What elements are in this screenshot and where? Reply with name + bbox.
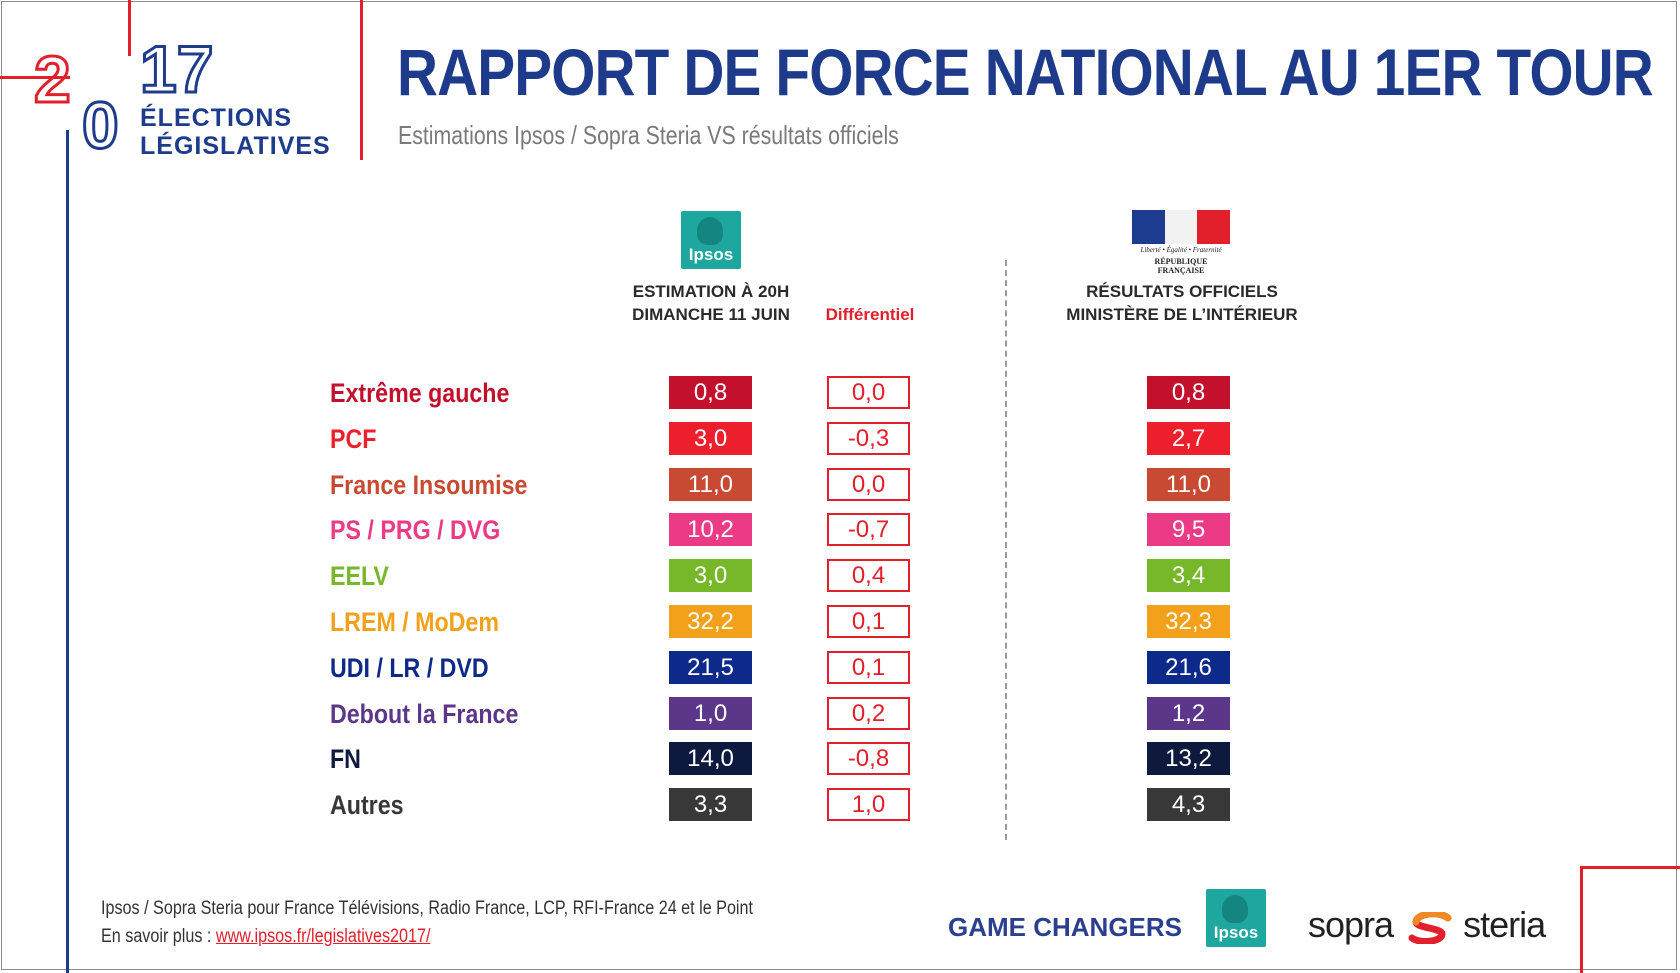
differential-cell: -0,3 (827, 422, 910, 455)
official-cell: 13,2 (1147, 742, 1230, 775)
official-cell: 3,4 (1147, 559, 1230, 592)
estimation-header: ESTIMATION À 20H DIMANCHE 11 JUIN (611, 280, 811, 326)
estimation-cell: 11,0 (669, 468, 752, 501)
logo-digit-0: 0 (81, 88, 121, 162)
rf-motto: Liberté • Égalité • Fraternité (1140, 246, 1222, 254)
footer-source-note: Ipsos / Sopra Steria pour France Télévis… (101, 898, 754, 919)
deco-red-corner-h (1580, 866, 1680, 869)
deco-red-vline-title (360, 0, 363, 160)
footer-link[interactable]: www.ipsos.fr/legislatives2017/ (215, 926, 431, 947)
ipsos-footer-logo: Ipsos (1206, 889, 1266, 947)
differential-cell: 0,0 (827, 376, 910, 409)
official-header: RÉSULTATS OFFICIELS MINISTÈRE DE L’INTÉR… (1052, 280, 1312, 326)
ipsos-footer-head-icon (1222, 895, 1248, 923)
game-changers-text: GAME CHANGERS (948, 912, 1183, 942)
column-divider (1005, 260, 1007, 840)
deco-blue-vline-left (66, 130, 69, 973)
differential-cell: -0,7 (827, 513, 910, 546)
estimation-cell: 3,3 (669, 788, 752, 821)
sopra-steria-logo: sopra steria (1308, 904, 1546, 946)
estimation-cell: 10,2 (669, 513, 752, 546)
ipsos-logo-text: Ipsos (688, 245, 734, 264)
differential-cell: 0,4 (827, 559, 910, 592)
official-cell: 9,5 (1147, 513, 1230, 546)
party-label: Extrême gauche (330, 378, 510, 408)
deco-red-corner-v (1580, 866, 1583, 973)
official-header-line2: MINISTÈRE DE L’INTÉRIEUR (1066, 305, 1298, 324)
republique-francaise-logo: Liberté • Égalité • Fraternité RÉPUBLIQU… (1132, 210, 1231, 275)
party-label: France Insoumise (330, 470, 528, 500)
official-cell: 0,8 (1147, 376, 1230, 409)
differential-cell: 1,0 (827, 788, 910, 821)
party-label: EELV (330, 561, 389, 591)
logo-digits-17: 17 (138, 32, 214, 106)
estimation-cell: 1,0 (669, 697, 752, 730)
party-label: Debout la France (330, 699, 519, 729)
official-cell: 2,7 (1147, 422, 1230, 455)
logo-caption-elections: ÉLECTIONS (140, 104, 293, 132)
page-title: RAPPORT DE FORCE NATIONAL AU 1ER TOUR (397, 35, 1654, 109)
differential-cell: 0,0 (827, 468, 910, 501)
page-subtitle: Estimations Ipsos / Sopra Steria VS résu… (398, 120, 899, 150)
deco-red-hline-top (0, 76, 70, 79)
deco-red-vline-top (128, 0, 131, 56)
sopra-text: sopra (1308, 904, 1394, 945)
estimation-cell: 3,0 (669, 422, 752, 455)
logo-caption-legislatives: LÉGISLATIVES (140, 132, 331, 160)
elections-2017-logo: 2 0 17 ÉLECTIONS LÉGISLATIVES (28, 32, 330, 166)
footer-more: En savoir plus : www.ipsos.fr/legislativ… (101, 926, 430, 948)
official-cell: 1,2 (1147, 697, 1230, 730)
official-cell: 4,3 (1147, 788, 1230, 821)
official-cell: 21,6 (1147, 651, 1230, 684)
estimation-cell: 14,0 (669, 742, 752, 775)
differential-cell: -0,8 (827, 742, 910, 775)
logo-digit-2: 2 (33, 42, 73, 116)
party-label: PCF (330, 424, 377, 454)
party-label: Autres (330, 790, 404, 820)
official-cell: 11,0 (1147, 468, 1230, 501)
rf-name: RÉPUBLIQUE FRANÇAISE (1154, 257, 1208, 275)
differential-header: Différentiel (825, 305, 915, 324)
party-label: UDI / LR / DVD (330, 653, 489, 683)
differential-cell: 0,1 (827, 605, 910, 638)
estimation-header-line2: DIMANCHE 11 JUIN (632, 305, 790, 324)
party-label: FN (330, 744, 361, 774)
estimation-cell: 0,8 (669, 376, 752, 409)
party-label: LREM / MoDem (330, 607, 500, 637)
differential-cell: 0,2 (827, 697, 910, 730)
official-header-line1: RÉSULTATS OFFICIELS (1086, 282, 1278, 301)
sopra-steria-mark-icon (1408, 912, 1452, 944)
estimation-cell: 3,0 (669, 559, 752, 592)
estimation-header-line1: ESTIMATION À 20H (632, 282, 790, 301)
official-cell: 32,3 (1147, 605, 1230, 638)
steria-text: steria (1463, 904, 1546, 945)
footer-more-label: En savoir plus : (101, 926, 212, 947)
estimation-cell: 32,2 (669, 605, 752, 638)
differential-cell: 0,1 (827, 651, 910, 684)
marianne-flag-icon (1132, 210, 1231, 244)
ipsos-head-icon (697, 217, 723, 245)
ipsos-footer-text: Ipsos (1213, 923, 1259, 942)
estimation-cell: 21,5 (669, 651, 752, 684)
party-label: PS / PRG / DVG (330, 515, 501, 545)
ipsos-logo: Ipsos (681, 211, 741, 269)
